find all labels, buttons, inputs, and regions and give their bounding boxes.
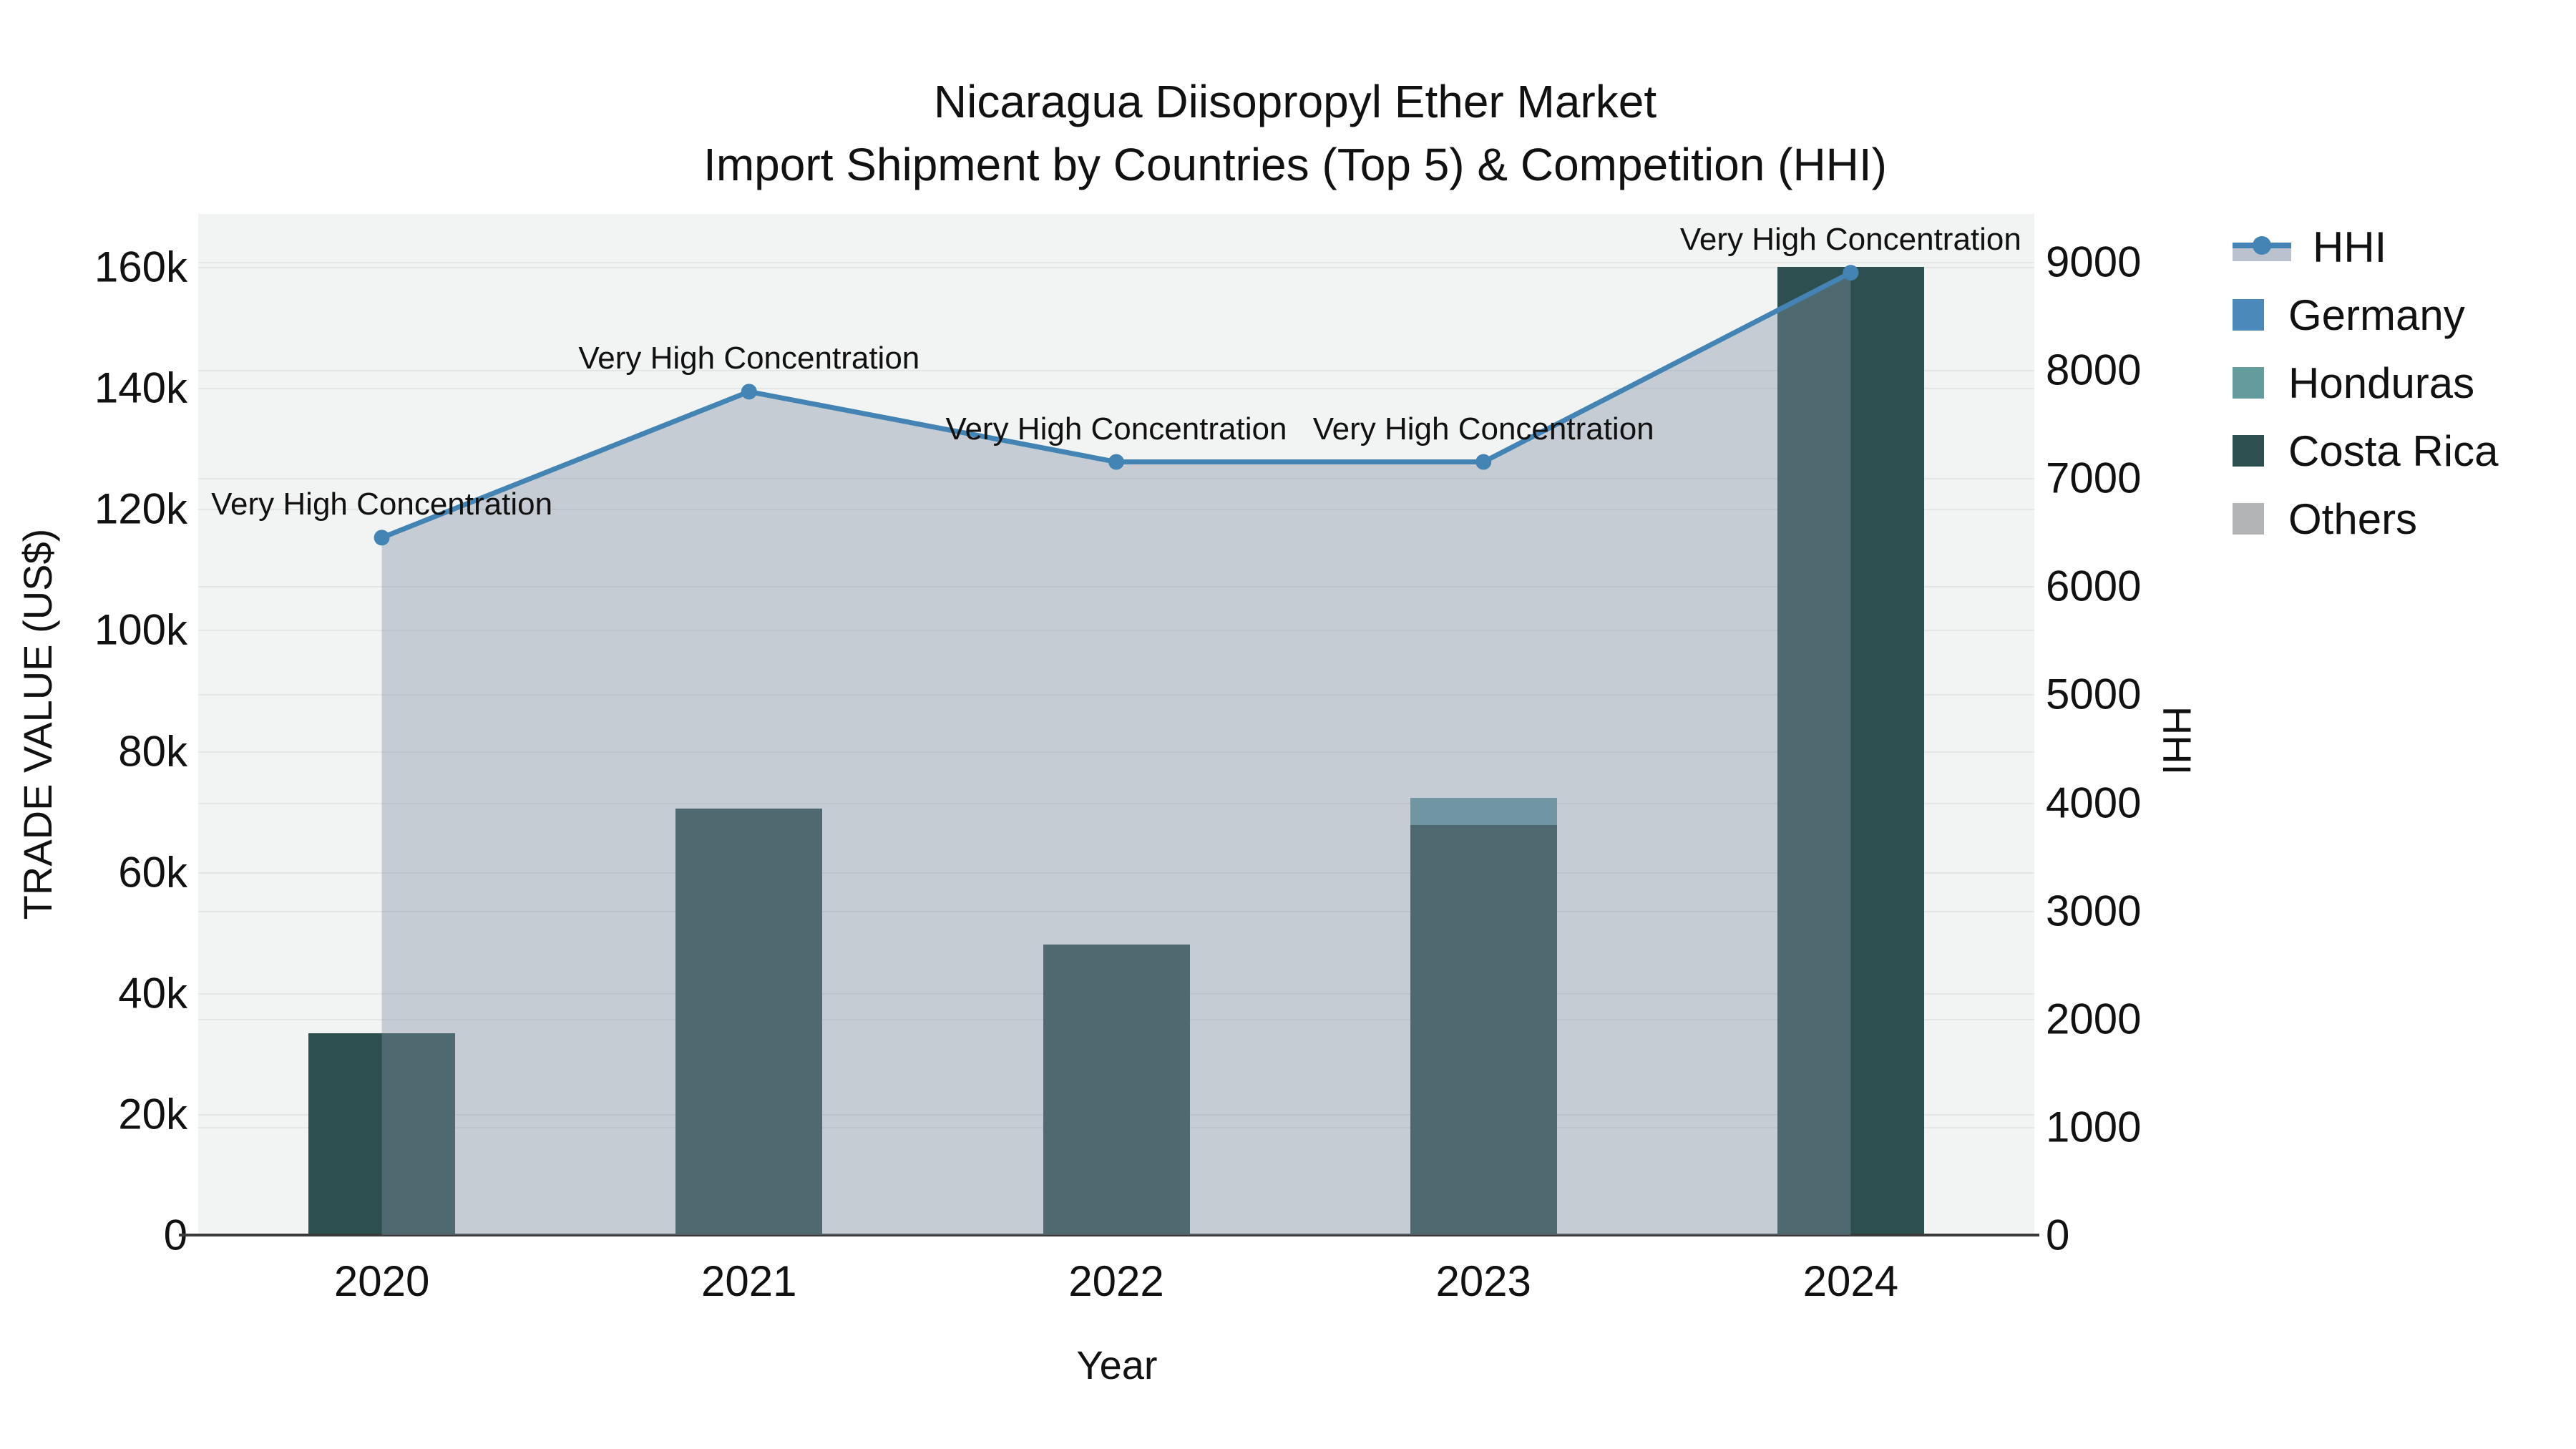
y-right-tick-8000: 8000 bbox=[2046, 346, 2142, 394]
y-right-tick-2000: 2000 bbox=[2046, 995, 2142, 1043]
gridline-right-4000 bbox=[198, 802, 2034, 804]
chart-title-line2: Import Shipment by Countries (Top 5) & C… bbox=[703, 139, 1887, 190]
legend-item-others[interactable]: Others bbox=[2233, 494, 2417, 544]
legend-item-hhi[interactable]: HHI bbox=[2233, 222, 2386, 272]
y-left-tick-100k: 100k bbox=[94, 605, 187, 654]
y-right-tick-1000: 1000 bbox=[2046, 1103, 2142, 1151]
gridline-left-80k bbox=[198, 751, 2034, 753]
y-axis-left-title: TRADE VALUE (US$) bbox=[15, 528, 60, 920]
x-axis-title: Year bbox=[1076, 1342, 1158, 1387]
bar-honduras-2023[interactable] bbox=[1410, 797, 1557, 825]
annotation-2024: Very High Concentration bbox=[1679, 222, 2021, 258]
gridline-left-60k bbox=[198, 872, 2034, 874]
x-tick-2024: 2024 bbox=[1802, 1257, 1899, 1305]
y-left-tick-20k: 20k bbox=[118, 1090, 187, 1138]
y-left-tick-120k: 120k bbox=[94, 484, 187, 533]
legend-label-honduras: Honduras bbox=[2288, 358, 2475, 407]
y-left-tick-140k: 140k bbox=[94, 364, 187, 412]
legend-label-hhi: HHI bbox=[2313, 223, 2387, 271]
legend-label-costa-rica: Costa Rica bbox=[2288, 426, 2499, 475]
y-left-tick-60k: 60k bbox=[118, 848, 187, 897]
x-tick-2021: 2021 bbox=[701, 1257, 797, 1305]
bar-costa-rica-2022[interactable] bbox=[1043, 945, 1190, 1235]
y-left-tick-160k: 160k bbox=[94, 243, 187, 291]
x-tick-2020: 2020 bbox=[333, 1257, 430, 1305]
y-axis-right-title: HHI bbox=[2155, 706, 2200, 776]
annotation-2021: Very High Concentration bbox=[578, 341, 920, 376]
legend-label-germany: Germany bbox=[2288, 291, 2465, 339]
x-tick-2023: 2023 bbox=[1435, 1257, 1531, 1305]
hhi-legend-sample-icon bbox=[2233, 228, 2291, 265]
y-right-tick-0: 0 bbox=[2046, 1211, 2070, 1259]
y-right-tick-4000: 4000 bbox=[2046, 779, 2142, 827]
y-left-tick-80k: 80k bbox=[118, 727, 187, 775]
y-right-tick-6000: 6000 bbox=[2046, 562, 2142, 610]
annotation-2020: Very High Concentration bbox=[211, 487, 553, 522]
y-right-tick-7000: 7000 bbox=[2046, 454, 2142, 502]
plot-area bbox=[198, 214, 2034, 1235]
gridline-right-8000 bbox=[198, 370, 2034, 372]
gridline-right-3000 bbox=[198, 910, 2034, 912]
x-tick-2022: 2022 bbox=[1068, 1257, 1164, 1305]
gridline-right-5000 bbox=[198, 694, 2034, 696]
gridline-right-9000 bbox=[198, 262, 2034, 263]
legend-label-others: Others bbox=[2288, 494, 2418, 543]
y-right-tick-9000: 9000 bbox=[2046, 238, 2142, 286]
gridline-left-140k bbox=[198, 388, 2034, 390]
y-left-tick-0: 0 bbox=[163, 1211, 187, 1259]
y-right-tick-3000: 3000 bbox=[2046, 887, 2142, 935]
gridline-right-6000 bbox=[198, 586, 2034, 588]
bar-costa-rica-2020[interactable] bbox=[308, 1033, 456, 1235]
x-axis-line bbox=[179, 1234, 2039, 1236]
chart-title-line1: Nicaragua Diisopropyl Ether Market bbox=[933, 76, 1657, 127]
legend-item-honduras[interactable]: Honduras bbox=[2233, 358, 2474, 408]
germany-swatch-icon bbox=[2233, 299, 2264, 331]
chart-title: Nicaragua Diisopropyl Ether Market Impor… bbox=[703, 70, 1887, 196]
y-left-tick-40k: 40k bbox=[118, 969, 187, 1018]
gridline-right-7000 bbox=[198, 478, 2034, 480]
gridline-left-100k bbox=[198, 630, 2034, 632]
annotation-2023: Very High Concentration bbox=[1312, 411, 1654, 447]
annotation-2022: Very High Concentration bbox=[945, 411, 1287, 447]
bar-costa-rica-2023[interactable] bbox=[1410, 824, 1557, 1235]
y-right-tick-5000: 5000 bbox=[2046, 670, 2142, 718]
chart-legend: HHI Germany Honduras Costa Rica Others bbox=[2233, 222, 2569, 580]
bar-costa-rica-2021[interactable] bbox=[675, 808, 823, 1235]
honduras-swatch-icon bbox=[2233, 367, 2264, 399]
bar-costa-rica-2024[interactable] bbox=[1777, 267, 1924, 1235]
legend-item-costa-rica[interactable]: Costa Rica bbox=[2233, 426, 2498, 476]
costa-rica-swatch-icon bbox=[2233, 435, 2264, 467]
others-swatch-icon bbox=[2233, 503, 2264, 535]
gridline-left-160k bbox=[198, 267, 2034, 268]
legend-item-germany[interactable]: Germany bbox=[2233, 290, 2465, 340]
